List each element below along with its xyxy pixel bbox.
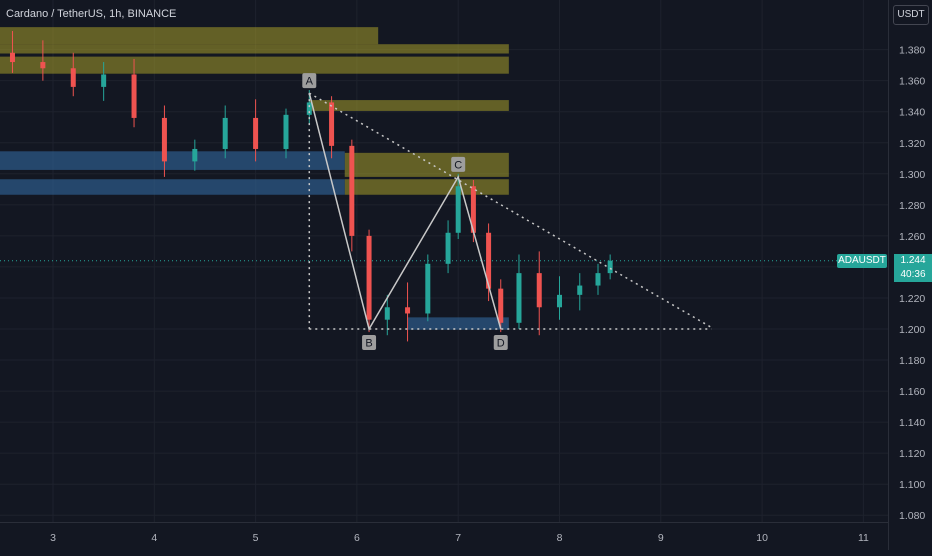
price-tick-label: 1.100	[899, 479, 925, 491]
candle-body	[222, 117, 228, 149]
candle-body	[486, 232, 492, 289]
time-axis[interactable]: 3 4 5 6 7 8 9 10 11	[0, 522, 888, 551]
price-tick-label: 1.280	[899, 200, 925, 212]
pattern-label-text: A	[306, 76, 314, 88]
time-tick-label: 3	[50, 532, 56, 544]
price-axis[interactable]: 1.3801.3601.3401.3201.3001.2801.2601.240…	[888, 0, 932, 550]
candle-body	[425, 263, 431, 314]
price-tick-label: 1.180	[899, 355, 925, 367]
price-tick-label: 1.380	[899, 45, 925, 57]
time-tick-label: 8	[557, 532, 563, 544]
candle-body	[70, 68, 76, 87]
price-tick-label: 1.260	[899, 231, 925, 243]
price-tick-label: 1.340	[899, 107, 925, 119]
chart-title: Cardano / TetherUS, 1h, BINANCE	[6, 8, 177, 20]
pattern-label-box	[302, 73, 317, 89]
pattern-label-a: A	[302, 73, 317, 89]
price-zones	[0, 27, 888, 330]
pattern-labels: A B C D	[302, 73, 508, 350]
candle-body	[253, 117, 259, 149]
pattern-label-box	[493, 335, 508, 350]
candle-body	[349, 145, 355, 236]
candle-body	[101, 74, 107, 87]
price-tick-label: 1.080	[899, 510, 925, 522]
supply-zone	[344, 152, 509, 177]
price-tick-label: 1.360	[899, 76, 925, 88]
candle-body	[306, 102, 312, 115]
supply-zone	[0, 44, 509, 54]
candle-body	[516, 273, 522, 323]
last-price-tag: 1.244 40:36	[894, 254, 932, 282]
time-tick-label: 10	[756, 532, 768, 544]
time-tick-label: 6	[354, 532, 360, 544]
candle-body	[283, 114, 289, 149]
candle-body	[9, 52, 15, 63]
pattern-label-c: C	[451, 156, 466, 172]
time-tick-label: 4	[151, 532, 157, 544]
price-tick-label: 1.320	[899, 138, 925, 150]
time-tick-label: 5	[253, 532, 259, 544]
candle-body	[192, 148, 198, 162]
supply-zone	[0, 56, 509, 74]
pattern-label-box	[451, 156, 466, 172]
price-tick-label: 1.300	[899, 169, 925, 181]
demand-zone	[0, 179, 345, 195]
time-tick-label: 7	[455, 532, 461, 544]
candle-body	[607, 260, 613, 274]
price-tick-label: 1.160	[899, 386, 925, 398]
abcd-zigzag	[308, 92, 502, 331]
candle-body	[577, 285, 583, 295]
candle-body	[455, 186, 461, 233]
pattern-label-text: D	[497, 338, 505, 350]
candle-body	[405, 307, 411, 314]
bar-countdown: 40:36	[900, 269, 926, 280]
candle-body	[470, 186, 476, 233]
last-price-value: 1.244	[900, 255, 926, 266]
demand-zone	[407, 317, 509, 330]
candle-body	[498, 288, 504, 323]
abcd-pattern	[308, 92, 712, 331]
pattern-label-box	[362, 335, 377, 350]
demand-zone	[0, 151, 345, 170]
price-tick-label: 1.200	[899, 324, 925, 336]
price-tick-label: 1.140	[899, 417, 925, 429]
candle-body	[557, 294, 562, 308]
candle-body	[161, 117, 167, 162]
candles	[9, 31, 613, 342]
price-tick-label: 1.220	[899, 293, 925, 305]
currency-button[interactable]: USDT	[893, 5, 929, 25]
supply-zone	[309, 100, 509, 111]
pattern-label-text: C	[454, 159, 462, 171]
supply-zone	[344, 179, 509, 195]
candle-body	[40, 62, 46, 69]
supply-zone	[0, 27, 379, 45]
time-tick-label: 11	[858, 532, 869, 544]
pattern-label-text: B	[365, 338, 372, 350]
time-tick-label: 9	[658, 532, 664, 544]
pattern-label-b: B	[362, 335, 377, 350]
candle-body	[329, 102, 335, 146]
candle-body	[595, 273, 601, 286]
candle-body	[384, 307, 390, 320]
candle-body	[366, 235, 372, 320]
price-tick-label: 1.120	[899, 448, 925, 460]
candle-body	[131, 74, 137, 118]
candle-body	[445, 232, 451, 264]
pattern-label-d: D	[493, 335, 508, 350]
candle-body	[536, 273, 542, 308]
symbol-price-tag: ADAUSDT	[837, 254, 887, 268]
